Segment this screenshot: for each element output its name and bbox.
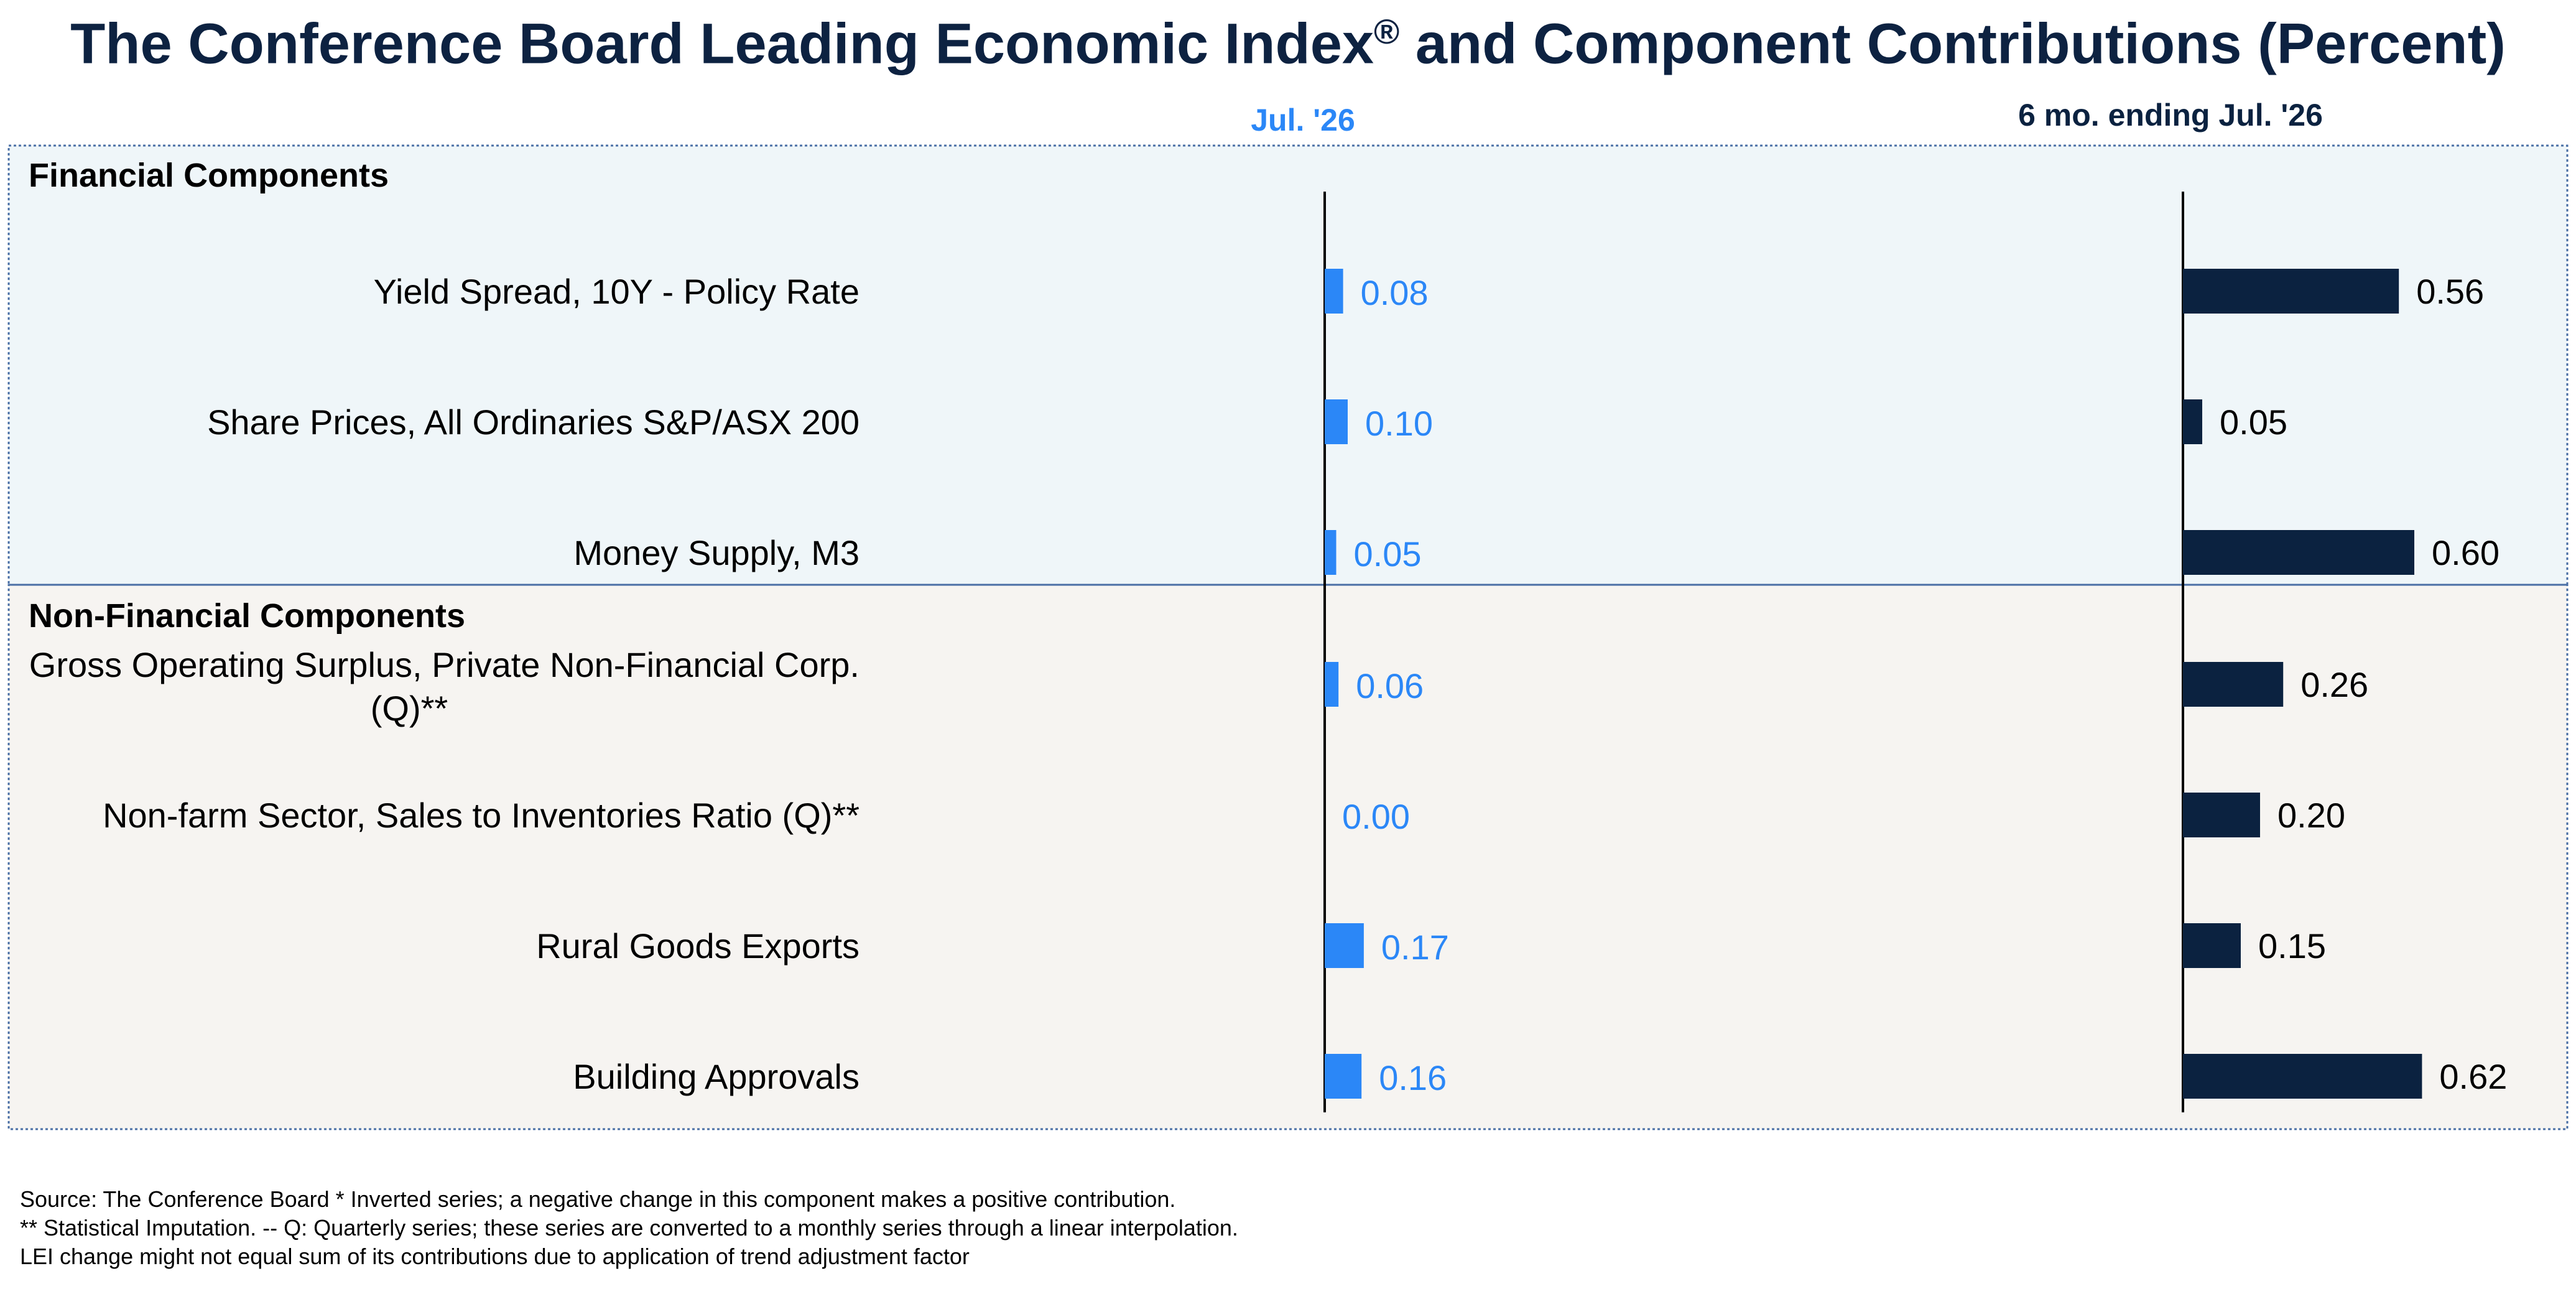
bar-six-month: [2183, 269, 2399, 314]
footnote-source: Source: The Conference Board * Inverted …: [20, 1186, 1176, 1212]
data-label-month: 0.10: [1365, 404, 1433, 443]
data-label-six-month: 0.05: [2220, 403, 2287, 442]
row-label: Gross Operating Surplus, Private Non-Fin…: [29, 645, 859, 684]
data-label-month: 0.08: [1361, 273, 1429, 312]
bar-six-month: [2183, 399, 2202, 444]
financial-section-bg: [7, 144, 2569, 586]
footnote-imputation: ** Statistical Imputation. -- Q: Quarter…: [20, 1215, 1238, 1240]
bar-six-month: [2183, 1054, 2422, 1099]
row-label: Share Prices, All Ordinaries S&P/ASX 200: [207, 403, 859, 442]
contributions-chart: Jul. '26 6 mo. ending Jul. '26 Financial C…: [7, 98, 2569, 1130]
data-label-month: 0.16: [1379, 1058, 1447, 1097]
footnote-trend: LEI change might not equal sum of its co…: [20, 1244, 970, 1269]
data-label-six-month: 0.26: [2300, 665, 2368, 704]
section-title-nonfinancial: Non-Financial Components: [29, 597, 465, 635]
bar-month: [1325, 269, 1343, 314]
column-header-six-month: 6 mo. ending Jul. '26: [2018, 98, 2323, 133]
data-label-six-month: 0.15: [2258, 926, 2326, 966]
bar-month: [1325, 1054, 1362, 1099]
nonfinancial-section-bg: [7, 584, 2569, 1130]
data-label-month: 0.00: [1342, 797, 1410, 836]
row-label: Rural Goods Exports: [536, 926, 859, 966]
chart-title-text: The Conference Board Leading Economic In…: [70, 12, 1374, 76]
row-label: Yield Spread, 10Y - Policy Rate: [374, 272, 859, 311]
bar-month: [1325, 530, 1337, 575]
data-label-six-month: 0.60: [2432, 533, 2500, 572]
chart-title-suffix: and Component Contributions (Percent): [1399, 12, 2506, 76]
data-label-month: 0.05: [1354, 534, 1422, 574]
bar-six-month: [2183, 923, 2241, 968]
registered-mark: ®: [1374, 12, 1400, 51]
data-label-six-month: 0.20: [2277, 796, 2345, 835]
section-title-financial: Financial Components: [29, 157, 389, 194]
row-label: Building Approvals: [573, 1057, 859, 1096]
bar-month: [1325, 662, 1339, 707]
footnotes: Source: The Conference Board * Inverted …: [20, 1185, 1238, 1271]
bar-six-month: [2183, 530, 2414, 575]
data-label-month: 0.17: [1381, 928, 1449, 967]
row-label: Money Supply, M3: [573, 533, 859, 572]
chart-title: The Conference Board Leading Economic In…: [0, 11, 2576, 77]
row-label-continued: (Q)**: [371, 689, 448, 728]
row-label: Non-farm Sector, Sales to Inventories Ra…: [103, 796, 859, 835]
data-label-month: 0.06: [1356, 666, 1424, 705]
bar-six-month: [2183, 662, 2284, 707]
bar-month: [1325, 399, 1348, 444]
data-label-six-month: 0.56: [2416, 272, 2484, 311]
column-header-month: Jul. '26: [1251, 103, 1355, 137]
bar-month: [1325, 923, 1364, 968]
bar-six-month: [2183, 793, 2260, 837]
data-label-six-month: 0.62: [2439, 1057, 2507, 1096]
